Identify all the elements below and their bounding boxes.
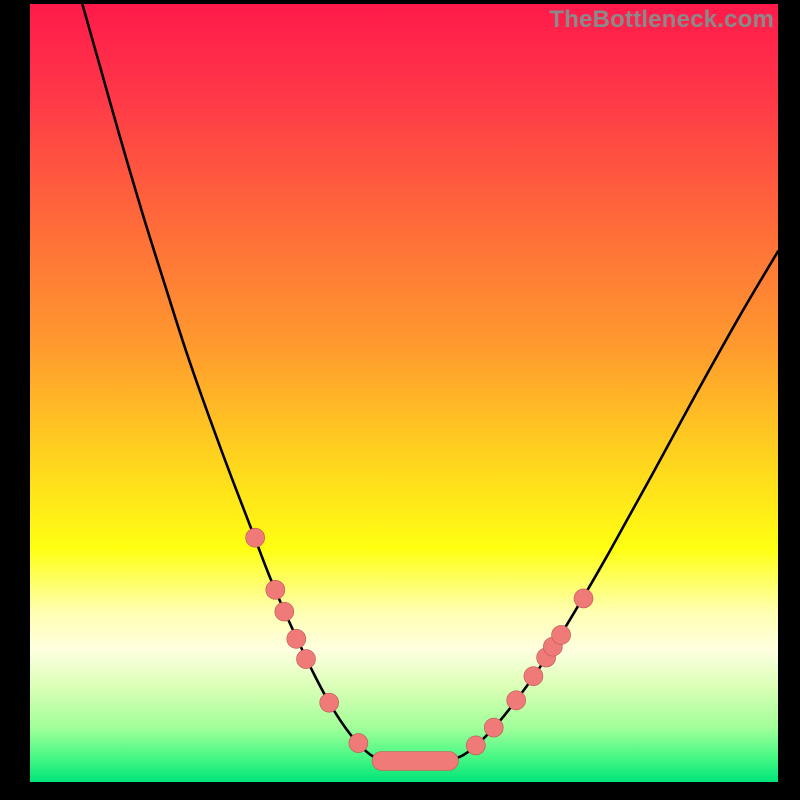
bottleneck-chart <box>30 4 778 782</box>
frame-left <box>0 0 30 800</box>
marker-left-6 <box>349 734 368 753</box>
watermark-text: TheBottleneck.com <box>549 6 774 34</box>
marker-right-7 <box>574 589 593 608</box>
frame-bottom <box>0 782 800 800</box>
frame-right <box>778 0 800 800</box>
marker-right-1 <box>484 718 503 737</box>
marker-left-1 <box>266 580 285 599</box>
marker-right-0 <box>466 736 485 755</box>
marker-flat-pill <box>372 751 458 770</box>
marker-left-5 <box>320 693 339 712</box>
marker-right-3 <box>524 667 543 686</box>
marker-right-6 <box>552 625 571 644</box>
marker-left-2 <box>275 602 294 621</box>
marker-right-2 <box>507 691 526 710</box>
marker-left-4 <box>297 650 316 669</box>
marker-left-0 <box>246 528 265 547</box>
gradient-background <box>30 4 778 782</box>
marker-left-3 <box>287 629 306 648</box>
